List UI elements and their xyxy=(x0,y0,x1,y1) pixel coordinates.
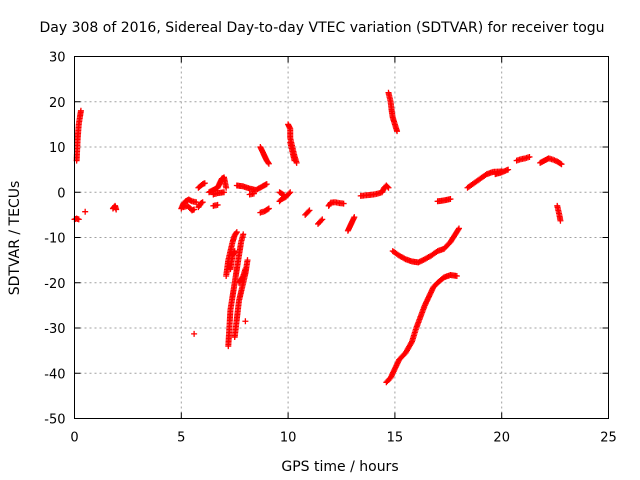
data-points xyxy=(71,89,565,386)
data-point xyxy=(394,128,401,135)
data-point xyxy=(280,191,287,198)
x-tick-label: 0 xyxy=(70,431,78,446)
data-point xyxy=(318,217,325,224)
data-point xyxy=(191,206,198,213)
y-tick-label: -40 xyxy=(44,367,65,382)
y-tick-label: -30 xyxy=(44,322,65,337)
data-point xyxy=(240,231,247,238)
y-tick-label: -20 xyxy=(44,277,65,292)
data-point xyxy=(231,248,238,255)
data-point xyxy=(408,339,415,346)
y-tick-label: 10 xyxy=(49,141,66,156)
data-point xyxy=(505,166,512,173)
data-point xyxy=(263,181,270,188)
data-point xyxy=(242,318,249,325)
chart-title: Day 308 of 2016, Sidereal Day-to-day VTE… xyxy=(39,20,604,36)
data-point xyxy=(351,214,358,221)
data-point xyxy=(265,160,272,167)
data-point xyxy=(201,180,208,187)
data-point xyxy=(77,107,84,114)
data-point xyxy=(447,196,454,203)
data-point xyxy=(82,208,89,215)
plot-frame xyxy=(74,56,609,419)
tick-labels: 0 5 10 15 20 25 -50 -40 -30 -20 -10 0 10 20 30 xyxy=(44,51,617,446)
data-point xyxy=(75,216,82,223)
data-point xyxy=(244,257,251,264)
data-point xyxy=(233,230,240,237)
data-point xyxy=(250,190,257,197)
data-point xyxy=(291,157,298,164)
y-tick-label: -50 xyxy=(44,413,65,428)
data-point xyxy=(113,206,120,213)
data-point xyxy=(279,191,286,198)
data-point xyxy=(287,189,294,196)
data-point xyxy=(384,183,391,190)
y-axis-label: SDTVAR / TECUs xyxy=(7,181,23,296)
data-point xyxy=(526,153,533,160)
data-point xyxy=(455,226,462,233)
data-point xyxy=(233,229,240,236)
data-point xyxy=(265,159,272,166)
data-point xyxy=(242,266,249,273)
data-point xyxy=(199,199,206,206)
y-tick-label: 20 xyxy=(49,96,66,111)
x-tick-label: 20 xyxy=(493,431,510,446)
data-point xyxy=(453,272,460,279)
x-tick-label: 5 xyxy=(177,431,185,446)
data-point xyxy=(340,200,347,207)
data-point xyxy=(193,199,200,206)
data-point xyxy=(264,206,271,213)
data-point xyxy=(286,190,293,197)
data-point xyxy=(557,217,564,224)
grid xyxy=(74,56,609,419)
data-point xyxy=(223,184,230,191)
data-point xyxy=(455,225,462,232)
x-tick-label: 15 xyxy=(387,431,404,446)
data-point xyxy=(319,216,326,223)
x-axis-label: GPS time / hours xyxy=(281,459,398,475)
y-tick-label: -10 xyxy=(44,232,65,247)
y-tick-label: 0 xyxy=(57,186,65,201)
data-point xyxy=(557,160,564,167)
data-point xyxy=(558,161,565,168)
data-point xyxy=(385,184,392,191)
data-point xyxy=(305,208,312,215)
data-point xyxy=(198,199,205,206)
y-tick-label: 30 xyxy=(49,51,66,66)
data-point xyxy=(306,207,313,214)
data-point xyxy=(191,330,198,337)
data-point xyxy=(265,205,272,212)
data-point xyxy=(214,201,221,208)
data-point xyxy=(221,189,228,196)
x-tick-label: 25 xyxy=(600,431,617,446)
x-tick-label: 10 xyxy=(280,431,297,446)
